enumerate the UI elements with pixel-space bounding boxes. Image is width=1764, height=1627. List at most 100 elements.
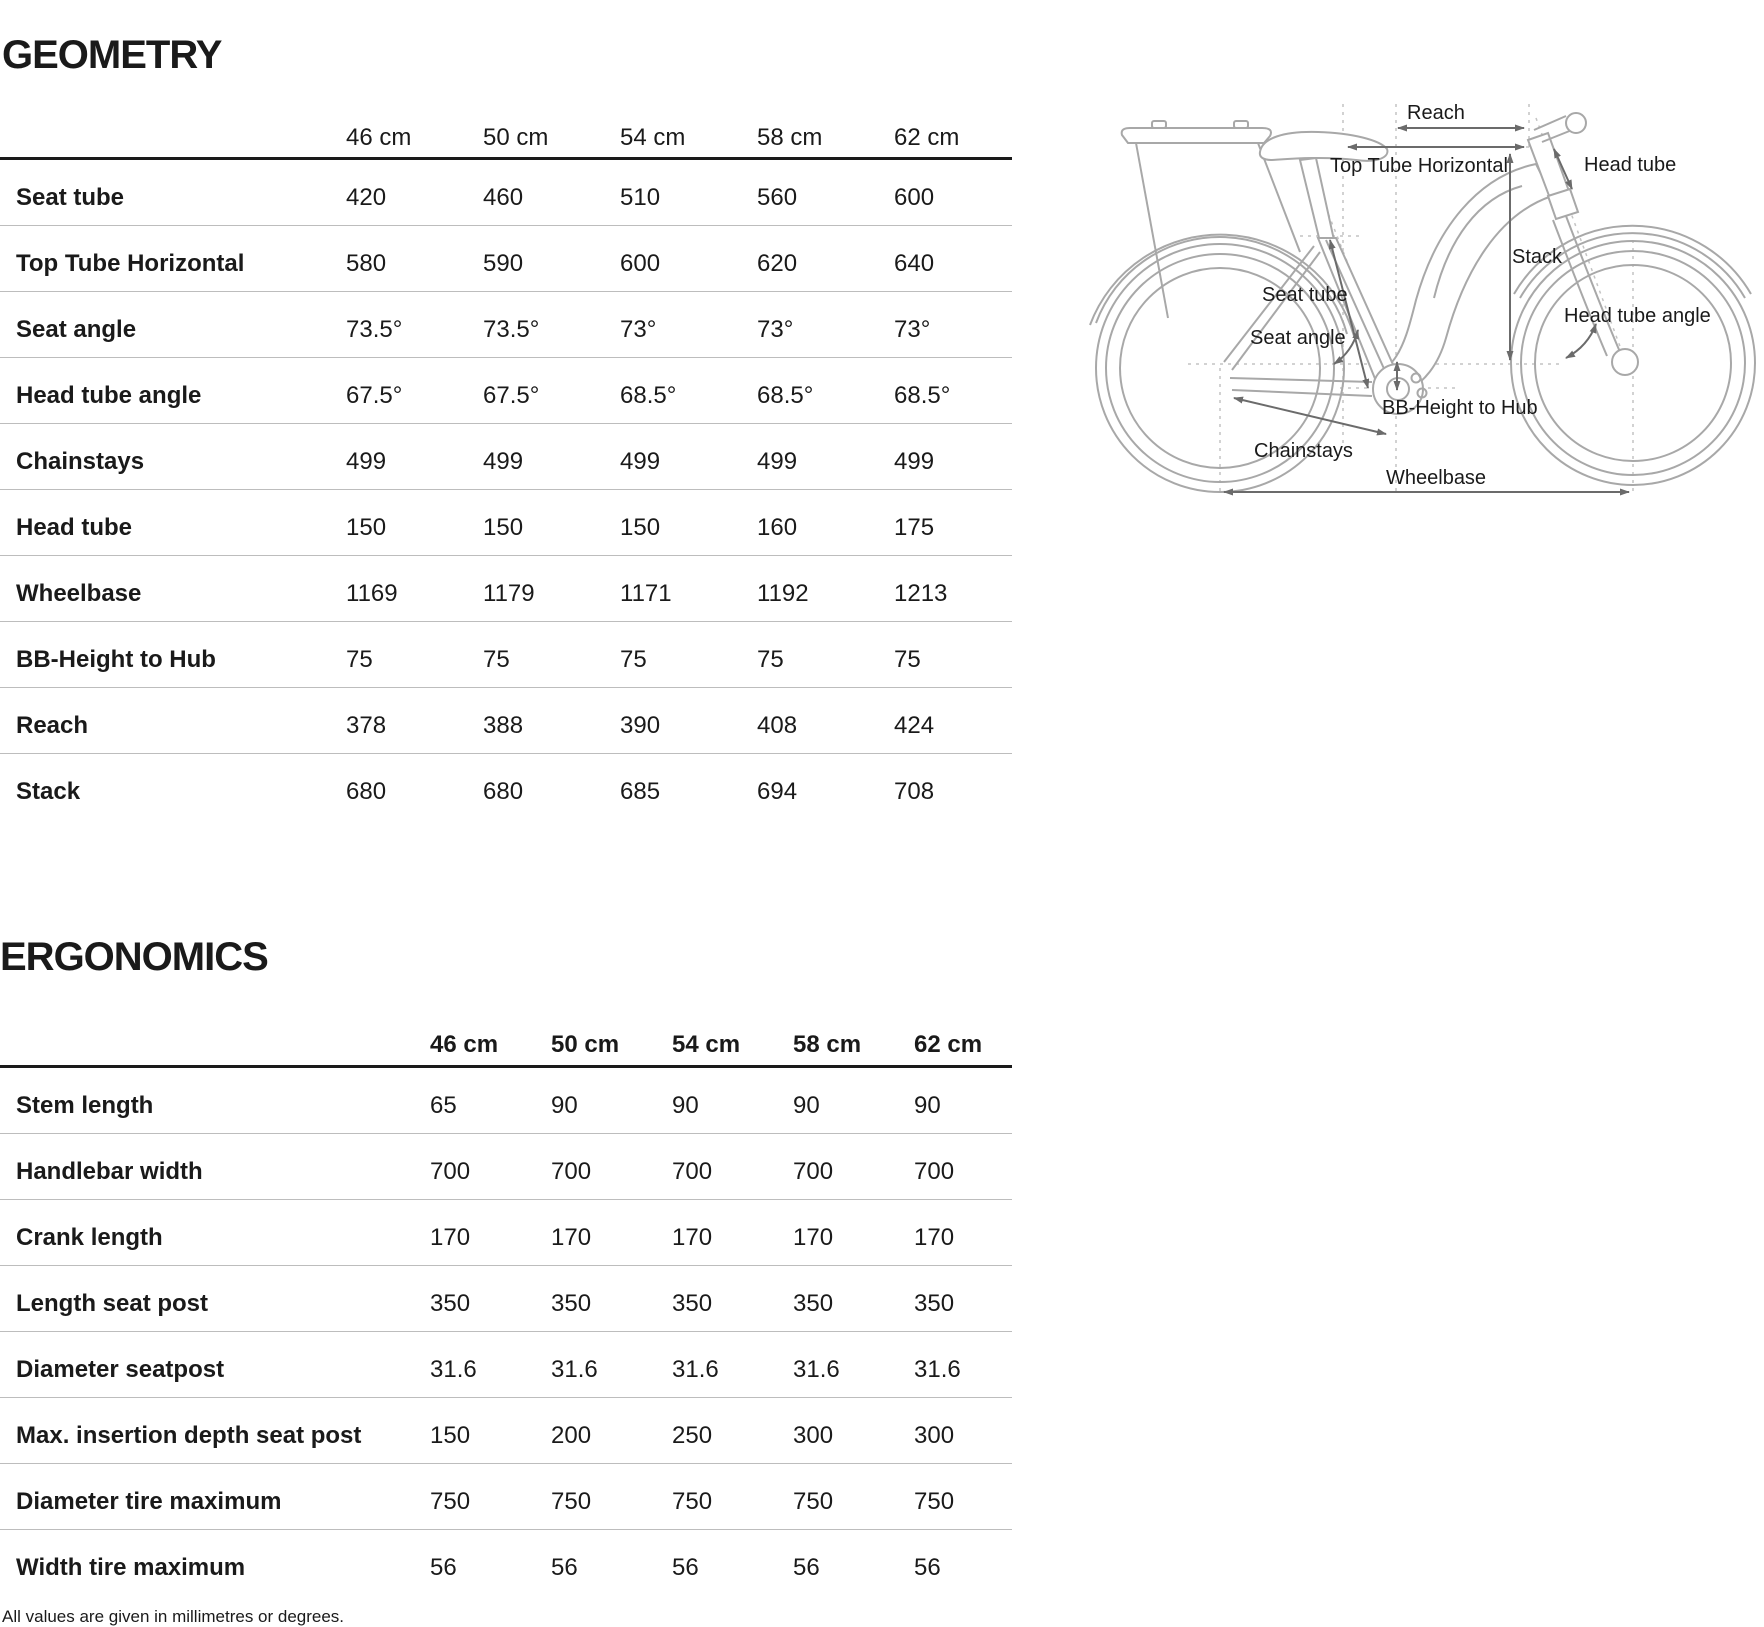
cell-value: 408 (757, 711, 798, 739)
cell-value: 708 (894, 777, 935, 805)
cell-value: 600 (620, 249, 661, 277)
seat-stay-inner (1231, 251, 1321, 371)
cell-value: 420 (346, 183, 387, 211)
front-fender-outer (1513, 224, 1752, 295)
row-label: Reach (16, 711, 89, 739)
cell-value: 600 (894, 183, 935, 211)
table-row: Head tube angle 67.5° 67.5° 68.5° 68.5° 68.5° (0, 357, 1012, 423)
cell-value: 700 (672, 1157, 713, 1185)
table-row: Crank length 170 170 170 170 170 (0, 1199, 1012, 1265)
cell-value: 65 (430, 1091, 457, 1119)
row-label: Stack (16, 777, 81, 805)
cell-value: 56 (793, 1553, 820, 1581)
cell-value: 75 (757, 645, 784, 673)
cell-value: 750 (551, 1487, 592, 1515)
cell-value: 75 (894, 645, 921, 673)
chainstays-arrow (1233, 396, 1387, 436)
front-wheel (1510, 224, 1756, 486)
cell-value: 90 (793, 1091, 820, 1119)
cell-value: 175 (894, 513, 935, 541)
row-label: Diameter tire maximum (16, 1487, 282, 1515)
cell-value: 510 (620, 183, 661, 211)
row-label: Max. insertion depth seat post (16, 1421, 362, 1449)
cell-value: 170 (551, 1223, 592, 1251)
geometry-table: 46 cm 50 cm 54 cm 58 cm 62 cm Seat tube 420 460… (0, 95, 1012, 819)
column-header: 62 cm (894, 124, 960, 151)
column-header: 54 cm (672, 1030, 741, 1058)
stem (1533, 115, 1567, 131)
cell-value: 150 (430, 1421, 471, 1449)
cell-value: 73.5° (483, 315, 540, 343)
cell-value: 75 (620, 645, 647, 673)
cell-value: 750 (672, 1487, 713, 1515)
table-row: Chainstays 499 499 499 499 499 (0, 423, 1012, 489)
cell-value: 350 (551, 1289, 592, 1317)
front-dropout (1611, 348, 1639, 376)
diagram-label-seat-tube: Seat tube (1262, 284, 1348, 306)
head-tube-arrow (1553, 148, 1573, 190)
cell-value: 1169 (346, 579, 398, 607)
bike-geometry-diagram: Reach Top Tube Horizontal Head tube Stac… (1089, 102, 1756, 496)
diagram-label-top-tube: Top Tube Horizontal (1330, 155, 1508, 177)
row-label: Stem length (16, 1091, 154, 1119)
cell-value: 56 (551, 1553, 578, 1581)
cell-value: 750 (793, 1487, 834, 1515)
cell-value: 640 (894, 249, 935, 277)
cell-value: 170 (793, 1223, 834, 1251)
row-label: Width tire maximum (16, 1553, 246, 1581)
cell-value: 750 (430, 1487, 471, 1515)
seat-angle-arc (1333, 329, 1360, 365)
cell-value: 350 (793, 1289, 834, 1317)
row-label: Crank length (16, 1223, 163, 1251)
row-label: Wheelbase (16, 579, 142, 607)
cell-value: 460 (483, 183, 524, 211)
diagram-labels: Reach Top Tube Horizontal Head tube Stac… (1250, 102, 1711, 489)
diagram-label-seat-angle: Seat angle (1250, 327, 1346, 349)
cell-value: 90 (672, 1091, 699, 1119)
diagram-label-head-tube-angle: Head tube angle (1564, 305, 1711, 327)
cell-value: 499 (757, 447, 798, 475)
cell-value: 68.5° (757, 381, 814, 409)
diagram-label-wheelbase: Wheelbase (1386, 467, 1486, 489)
dimension-arrows (1223, 124, 1630, 496)
cell-value: 499 (894, 447, 935, 475)
table-row: Stem length 65 90 90 90 90 (0, 1068, 1012, 1133)
cell-value: 170 (672, 1223, 713, 1251)
down-tube (1390, 162, 1554, 394)
seat-post (1298, 156, 1336, 244)
row-label: Length seat post (16, 1289, 209, 1317)
chainstay-tube (1229, 377, 1373, 383)
cell-value: 388 (483, 711, 524, 739)
table-row: Reach 378 388 390 408 424 (0, 687, 1012, 753)
cell-value: 499 (620, 447, 661, 475)
front-fender (1519, 232, 1746, 299)
row-label: Head tube (16, 513, 133, 541)
row-label: Seat angle (16, 315, 137, 343)
cell-value: 31.6 (793, 1355, 840, 1383)
cell-value: 685 (620, 777, 661, 805)
cell-value: 250 (672, 1421, 713, 1449)
cell-value: 580 (346, 249, 387, 277)
cell-value: 56 (914, 1553, 941, 1581)
table-header-row: 46 cm 50 cm 54 cm 58 cm 62 cm (0, 95, 1012, 160)
cell-value: 90 (914, 1091, 941, 1119)
fork-crown (1546, 187, 1580, 221)
cell-value: 300 (793, 1421, 834, 1449)
column-header: 62 cm (914, 1030, 983, 1058)
table-body: Stem length 65 90 90 90 90 Handlebar width 700 7… (0, 1068, 1012, 1595)
table-row: Head tube 150 150 150 160 175 (0, 489, 1012, 555)
cell-value: 750 (914, 1487, 955, 1515)
diagram-label-stack: Stack (1512, 246, 1563, 268)
cell-value: 31.6 (672, 1355, 719, 1383)
cell-value: 75 (483, 645, 510, 673)
head-tube-angle-arc (1565, 323, 1597, 359)
cell-value: 170 (430, 1223, 471, 1251)
cell-value: 73° (757, 315, 794, 343)
column-header: 54 cm (620, 124, 686, 151)
handlebar-grip (1565, 112, 1587, 134)
table-row: Top Tube Horizontal 580 590 600 620 640 (0, 225, 1012, 291)
cell-value: 680 (483, 777, 524, 805)
table-header-row: 46 cm 50 cm 54 cm 58 cm 62 cm (0, 1000, 1012, 1068)
cell-value: 73.5° (346, 315, 403, 343)
cell-value: 390 (620, 711, 661, 739)
